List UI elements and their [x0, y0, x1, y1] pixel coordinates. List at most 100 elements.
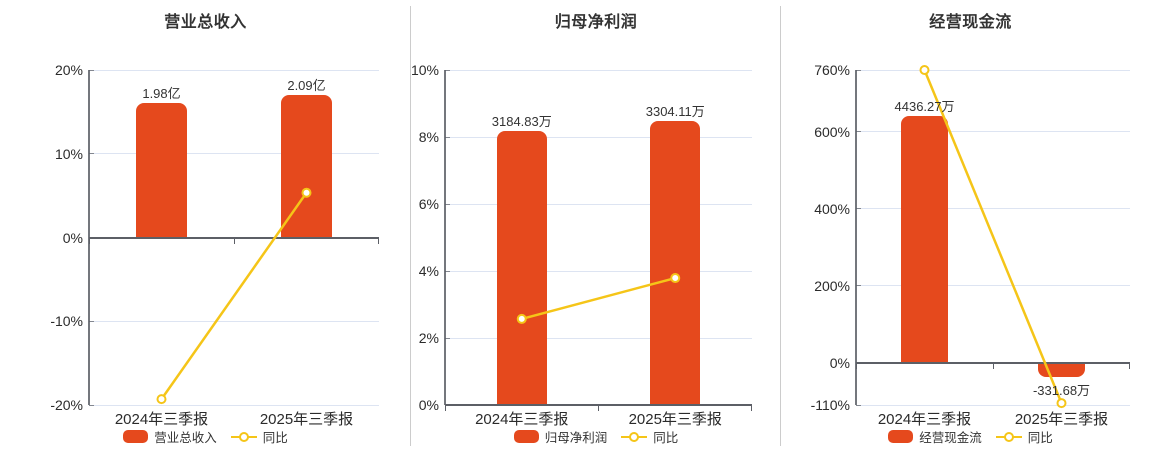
y-tick-label: 760% — [814, 62, 850, 78]
yoy-trend-line — [516, 273, 681, 324]
y-axis-tick — [856, 404, 861, 406]
gridline — [89, 320, 379, 322]
gridline — [856, 285, 1130, 287]
legend-label: 同比 — [653, 431, 679, 445]
line-marker-circle-icon — [238, 431, 249, 442]
x-category-label: 2025年三季报 — [1014, 411, 1109, 428]
gridline — [856, 404, 1130, 406]
gridline — [445, 203, 752, 205]
bar-value-label: -331.68万 — [1032, 382, 1091, 398]
bar-series-swatch-icon — [123, 430, 149, 443]
y-tick-label: 6% — [418, 196, 439, 212]
y-axis-tick — [89, 320, 94, 322]
line-data-point[interactable] — [516, 313, 527, 324]
legend-item-line-series[interactable]: 同比 — [995, 427, 1053, 446]
y-tick-label: 0% — [62, 229, 83, 246]
y-tick-label: 600% — [814, 123, 850, 140]
plot-area: 1.98亿 2.09亿 — [88, 69, 379, 406]
x-category-label: 2024年三季报 — [475, 411, 569, 428]
x-axis-tick — [992, 362, 994, 369]
y-axis-tick — [445, 69, 450, 71]
legend-item-line-series[interactable]: 同比 — [230, 427, 288, 446]
gridline — [445, 69, 752, 71]
y-axis-line — [444, 70, 446, 405]
trend-line-path — [521, 276, 676, 321]
legend-item-bar-series[interactable]: 经营现金流 — [888, 427, 982, 446]
x-category-label: 2025年三季报 — [628, 411, 722, 428]
y-axis-tick — [856, 131, 861, 133]
x-axis-tick — [751, 405, 752, 411]
x-axis-tick — [1129, 362, 1130, 369]
gridline — [89, 69, 379, 71]
legend: 经营现金流 同比 — [781, 428, 1160, 445]
chart-panel-revenue: 营业总收入 1.98亿 2.09亿 营业总收入 同比 20% 10% 0% -10% -2… — [0, 0, 411, 450]
gridline — [856, 208, 1130, 210]
y-axis-tick — [856, 69, 861, 71]
legend: 营业总收入 同比 — [0, 428, 411, 445]
legend-label: 经营现金流 — [919, 431, 982, 445]
x-axis-tick — [445, 405, 446, 411]
line-series-marker-icon — [995, 431, 1022, 442]
bar[interactable] — [136, 102, 187, 238]
legend-item-bar-series[interactable]: 营业总收入 — [123, 427, 217, 446]
bar-series-swatch-icon — [513, 430, 539, 443]
y-tick-label: 0% — [418, 397, 439, 413]
line-data-point[interactable] — [919, 65, 930, 75]
y-axis-line — [88, 70, 90, 405]
chart-panel-operating-cash-flow: 经营现金流 4436.27万 -331.68万 经营现金流 同比 760% 600%… — [781, 0, 1160, 450]
y-axis-tick — [856, 285, 861, 287]
x-category-label: 2025年三季报 — [259, 411, 354, 428]
chart-title: 营业总收入 — [164, 14, 247, 31]
x-axis-tick — [233, 237, 235, 244]
x-category-label: 2024年三季报 — [877, 411, 972, 428]
y-tick-label: -20% — [50, 397, 83, 413]
y-axis-tick — [445, 337, 450, 339]
line-series-marker-icon — [230, 431, 257, 442]
gridline — [445, 136, 752, 138]
bar[interactable] — [901, 115, 948, 363]
gridline — [89, 153, 379, 155]
line-data-point[interactable] — [1056, 398, 1067, 409]
legend-label: 同比 — [262, 431, 288, 445]
y-axis-tick — [89, 404, 94, 406]
y-axis-tick — [89, 153, 94, 155]
bar-value-label: 3304.11万 — [645, 103, 705, 119]
line-marker-circle-icon — [629, 431, 640, 442]
y-tick-label: 10% — [54, 145, 83, 162]
legend-item-bar-series[interactable]: 归母净利润 — [513, 427, 608, 446]
y-axis-line — [855, 70, 857, 405]
y-tick-label: 10% — [410, 62, 439, 78]
y-tick-label: 8% — [418, 129, 439, 145]
y-tick-label: 4% — [418, 263, 439, 279]
legend-label: 归母净利润 — [544, 431, 608, 445]
bar-value-label: 4436.27万 — [894, 98, 955, 114]
y-axis-tick — [89, 69, 94, 71]
gridline — [445, 337, 752, 339]
line-data-point[interactable] — [670, 273, 681, 284]
y-tick-label: 20% — [54, 62, 83, 78]
chart-title: 经营现金流 — [929, 14, 1012, 31]
x-axis-tick — [598, 405, 599, 411]
bar-value-label: 2.09亿 — [287, 77, 326, 93]
yoy-trend-line — [156, 187, 312, 405]
chart-panel-net-profit: 归母净利润 3184.83万 3304.11万 归母净利润 同比 10% 8% 6% 4… — [411, 0, 781, 450]
y-axis-tick — [445, 203, 450, 205]
y-axis-tick — [445, 270, 450, 272]
y-tick-label: 400% — [814, 200, 850, 217]
bar-value-label: 1.98亿 — [142, 85, 181, 101]
bar[interactable] — [650, 120, 701, 405]
chart-title: 归母净利润 — [554, 14, 638, 31]
yoy-trend-line — [919, 65, 1067, 409]
line-data-point[interactable] — [156, 394, 167, 405]
legend-label: 营业总收入 — [154, 431, 217, 445]
plot-area: 4436.27万 -331.68万 — [855, 65, 1130, 409]
bar[interactable] — [496, 130, 547, 405]
legend: 归母净利润 同比 — [411, 428, 781, 445]
gridline — [445, 270, 752, 272]
x-axis-tick — [378, 237, 379, 244]
bar[interactable] — [281, 94, 332, 238]
line-data-point[interactable] — [301, 187, 312, 198]
legend-item-line-series[interactable]: 同比 — [621, 427, 678, 446]
plot-area: 3184.83万 3304.11万 — [444, 69, 752, 411]
